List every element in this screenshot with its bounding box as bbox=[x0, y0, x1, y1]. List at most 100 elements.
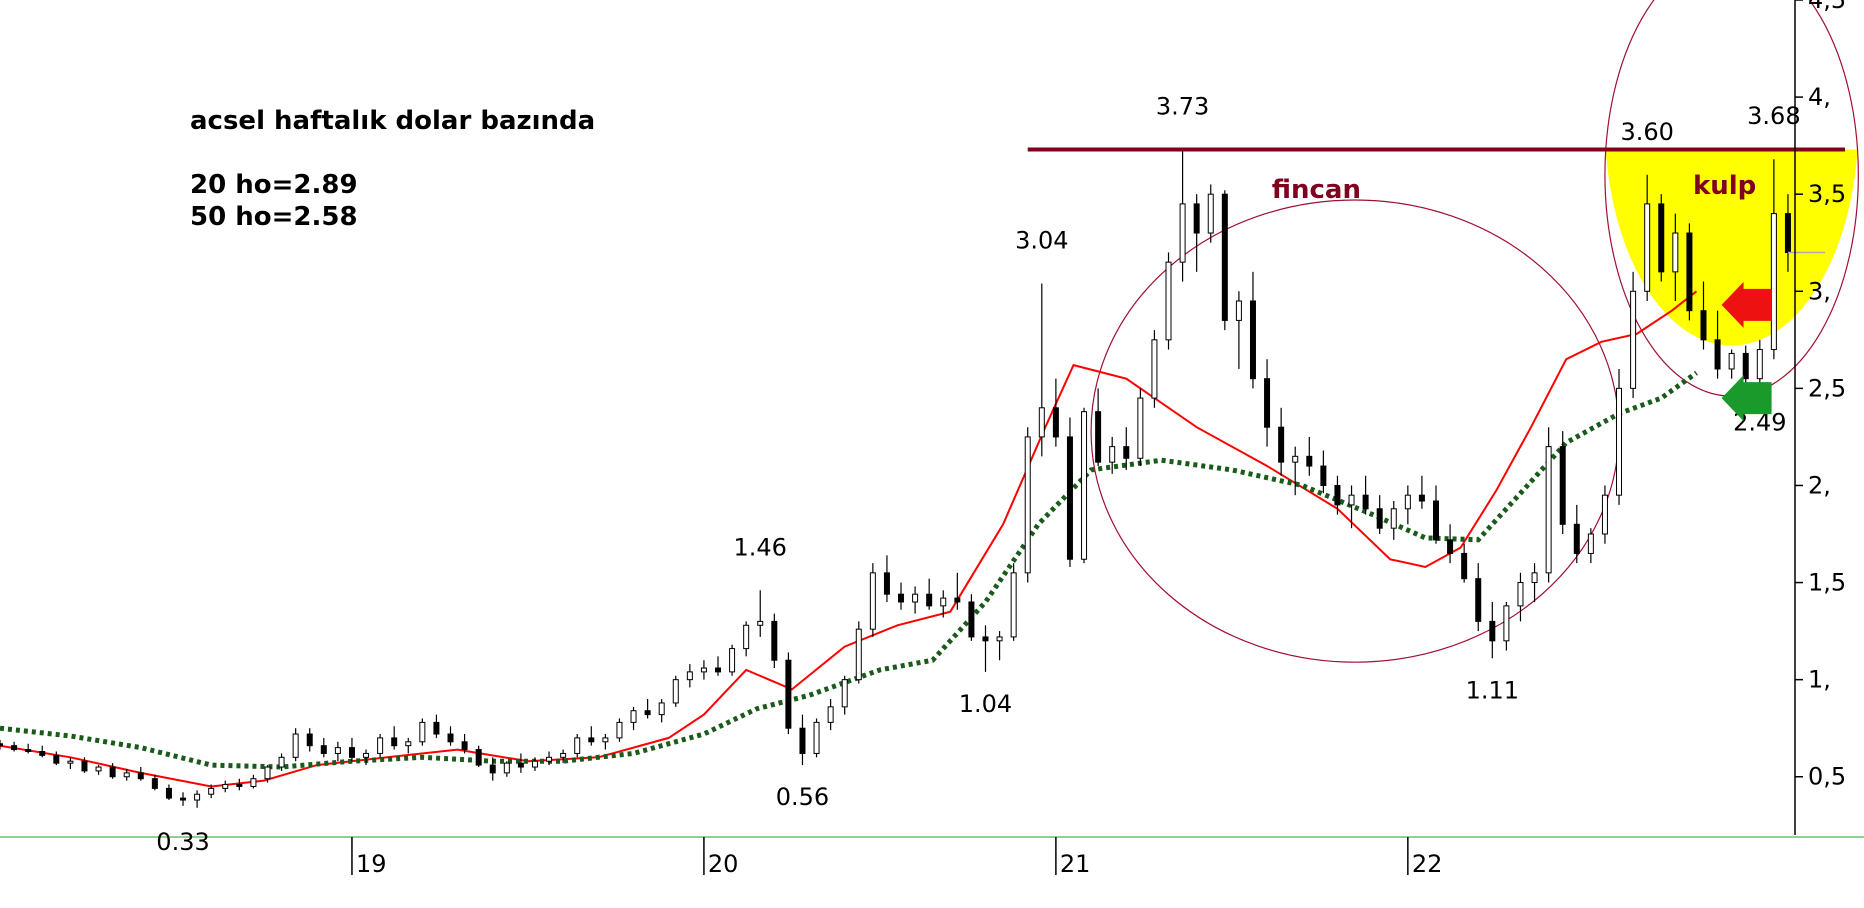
candle-body bbox=[363, 752, 370, 758]
candle-body bbox=[1489, 620, 1496, 642]
candle-body bbox=[1165, 261, 1172, 341]
candle-body bbox=[546, 756, 553, 762]
candle-body bbox=[109, 766, 116, 778]
candle bbox=[1024, 427, 1031, 583]
candle-body bbox=[1587, 533, 1594, 554]
candle bbox=[1770, 159, 1777, 360]
candle bbox=[1573, 504, 1580, 564]
candle bbox=[1559, 431, 1566, 535]
candle bbox=[982, 625, 989, 672]
candle-body bbox=[1376, 508, 1383, 529]
candle-body bbox=[391, 737, 398, 747]
candle bbox=[1066, 417, 1073, 568]
candle-body bbox=[771, 620, 778, 661]
candle bbox=[292, 728, 299, 762]
candle-body bbox=[1038, 407, 1045, 438]
candle-body bbox=[1700, 310, 1707, 341]
candle bbox=[785, 652, 792, 735]
candle bbox=[475, 745, 482, 768]
candle bbox=[1179, 149, 1186, 282]
series-line-ma20 bbox=[0, 290, 1698, 788]
y-tick-label: 1,5 bbox=[1808, 569, 1846, 597]
candle bbox=[67, 757, 74, 769]
candle bbox=[503, 761, 510, 777]
candle bbox=[1447, 524, 1454, 564]
ma20-note: 20 ho=2.89 bbox=[190, 170, 358, 200]
candle-body bbox=[588, 737, 595, 743]
candle-body bbox=[700, 667, 707, 673]
candle-body bbox=[222, 784, 229, 789]
candle-body bbox=[574, 737, 581, 754]
candle-body bbox=[67, 760, 74, 764]
candle bbox=[377, 734, 384, 758]
candle bbox=[1123, 427, 1130, 470]
candle bbox=[757, 590, 764, 637]
candle bbox=[1461, 543, 1468, 583]
candle-body bbox=[1644, 203, 1651, 292]
point-label: 0.56 bbox=[776, 783, 829, 811]
candle bbox=[0, 739, 3, 750]
candle bbox=[1010, 563, 1017, 641]
candle-body bbox=[1672, 232, 1679, 273]
candle-body bbox=[1630, 290, 1637, 389]
candle bbox=[644, 699, 651, 719]
candle-body bbox=[785, 659, 792, 729]
candle-body bbox=[1531, 572, 1538, 584]
candle-body bbox=[1193, 203, 1200, 234]
candle bbox=[658, 699, 665, 723]
candle bbox=[841, 675, 848, 715]
candle-body bbox=[0, 743, 3, 747]
point-labels: 0.331.460.561.043.043.731.113.603.682.49 bbox=[156, 93, 1800, 856]
point-label: 0.33 bbox=[156, 828, 209, 856]
candle-body bbox=[1447, 539, 1454, 554]
candle-body bbox=[39, 751, 46, 756]
candle-body bbox=[1292, 455, 1299, 463]
candle bbox=[1320, 450, 1327, 494]
candle bbox=[278, 753, 285, 771]
candle bbox=[1587, 528, 1594, 564]
candle-body bbox=[926, 593, 933, 607]
candle-body bbox=[447, 733, 454, 743]
candle-body bbox=[1066, 436, 1073, 560]
candle bbox=[1095, 388, 1102, 467]
candle bbox=[729, 644, 736, 676]
point-label: 3.68 bbox=[1747, 102, 1800, 130]
candle-body bbox=[1601, 494, 1608, 535]
candle bbox=[715, 656, 721, 676]
candle-body bbox=[1052, 407, 1059, 438]
candle-body bbox=[616, 721, 623, 739]
candle-body bbox=[715, 667, 721, 673]
candle-body bbox=[940, 597, 947, 607]
candle bbox=[363, 749, 370, 766]
candle bbox=[180, 792, 187, 806]
candlesticks bbox=[0, 149, 1791, 808]
y-tick-label: 4,5 bbox=[1808, 0, 1846, 14]
candle bbox=[1264, 359, 1271, 447]
candle-body bbox=[1362, 494, 1369, 510]
candle-body bbox=[602, 737, 609, 743]
candle bbox=[391, 726, 398, 750]
candle bbox=[461, 734, 468, 754]
candle bbox=[1517, 572, 1524, 622]
candle-body bbox=[123, 772, 130, 778]
point-label: 3.60 bbox=[1620, 118, 1673, 146]
candle bbox=[1616, 368, 1623, 505]
candle-body bbox=[180, 797, 187, 801]
candle bbox=[1630, 271, 1637, 399]
candle bbox=[1686, 223, 1693, 321]
candle-body bbox=[799, 727, 806, 754]
candle-body bbox=[320, 745, 327, 754]
candle bbox=[109, 763, 116, 779]
candle bbox=[81, 757, 88, 773]
candle bbox=[1418, 475, 1425, 509]
candle-body bbox=[898, 593, 905, 603]
x-tick-label: 19 bbox=[356, 850, 387, 878]
candle bbox=[194, 790, 201, 808]
candle bbox=[1221, 190, 1228, 331]
candle-body bbox=[1756, 349, 1763, 380]
candle-body bbox=[95, 766, 102, 772]
candle-body bbox=[658, 702, 665, 716]
candle bbox=[1756, 339, 1763, 391]
candle bbox=[996, 631, 1003, 661]
candle-body bbox=[1517, 582, 1524, 607]
